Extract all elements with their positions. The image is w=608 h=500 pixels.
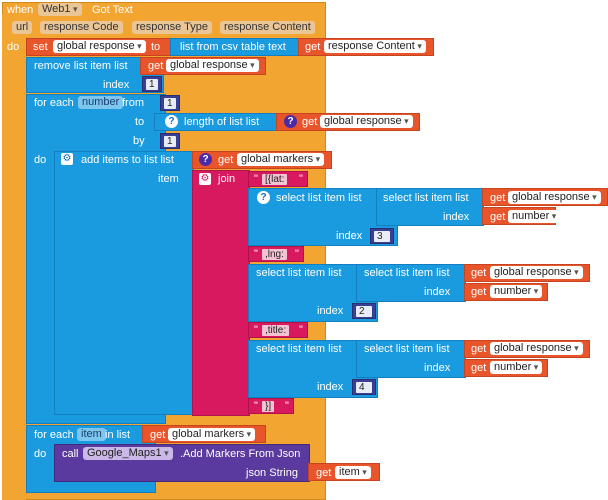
get-label: get xyxy=(471,362,487,374)
param-url[interactable]: url xyxy=(12,21,33,34)
get-label: get xyxy=(471,286,487,298)
index-number[interactable]: 2 xyxy=(352,303,376,319)
select-label: select list item list xyxy=(256,343,342,355)
loop-var[interactable]: number xyxy=(78,96,124,109)
select-label: select list item list xyxy=(364,267,450,279)
method-label: .Add Markers From Json xyxy=(180,448,301,460)
help-icon[interactable]: ? xyxy=(199,153,212,166)
index-number[interactable]: 4 xyxy=(352,379,376,395)
remove-label: remove list item list xyxy=(34,60,128,72)
set-var-dropdown[interactable]: global response xyxy=(53,40,146,53)
length-label: length of list list xyxy=(184,116,260,128)
select-list-item-inner-3[interactable] xyxy=(356,340,466,378)
get-label: get xyxy=(316,467,332,479)
index-label: index xyxy=(336,230,363,242)
do-label: do xyxy=(34,154,47,166)
param-response-type[interactable]: response Type xyxy=(132,21,212,34)
for-each-label: for each xyxy=(34,97,74,109)
get-var-dropdown[interactable]: number xyxy=(490,285,543,298)
get-var-dropdown[interactable]: number xyxy=(508,210,561,223)
index-label: index xyxy=(443,211,470,223)
get-label: get xyxy=(471,343,487,355)
index-number[interactable]: 3 xyxy=(370,228,394,244)
get-var-dropdown[interactable]: global response xyxy=(490,266,583,279)
to-label: to xyxy=(135,116,145,128)
help-icon[interactable]: ? xyxy=(165,115,178,128)
select-label: select list item list xyxy=(383,192,469,204)
get-label: get xyxy=(148,60,164,72)
get-var-dropdown[interactable]: global response xyxy=(490,342,583,355)
get-var-dropdown[interactable]: global markers xyxy=(168,428,256,441)
text-string-2[interactable]: " ,lng: " xyxy=(248,246,304,262)
component-dropdown[interactable]: Google_Maps1 xyxy=(83,447,173,460)
from-label: from xyxy=(122,97,144,109)
text-string-4[interactable]: "}] " xyxy=(248,398,294,414)
help-icon[interactable]: ? xyxy=(284,115,297,128)
get-label: get xyxy=(490,192,506,204)
join-label: join xyxy=(218,173,236,185)
do-label: do xyxy=(7,41,20,53)
get-var-dropdown[interactable]: global markers xyxy=(237,153,325,166)
get-var-dropdown[interactable]: response Content xyxy=(324,40,426,53)
get-var-dropdown[interactable]: item xyxy=(335,466,371,479)
component-dropdown[interactable]: Web1 xyxy=(38,3,82,16)
text-string-3[interactable]: " ,title: " xyxy=(248,322,308,338)
set-label: set xyxy=(33,41,48,53)
for-each-label: for each xyxy=(34,429,74,441)
loop-var[interactable]: item xyxy=(77,428,106,441)
index-label: index xyxy=(317,381,344,393)
help-icon[interactable]: ? xyxy=(257,191,270,204)
get-label: get xyxy=(490,211,506,223)
param-response-code[interactable]: response Code xyxy=(40,21,123,34)
item-label: item xyxy=(158,173,179,185)
by-number[interactable]: 1 xyxy=(160,133,180,149)
get-var-dropdown[interactable]: number xyxy=(490,361,543,374)
call-label: call xyxy=(62,448,79,460)
in-list-label: in list xyxy=(105,429,131,441)
get-var-dropdown[interactable]: global response xyxy=(166,59,259,72)
when-label: when xyxy=(7,4,34,16)
index-label: index xyxy=(103,79,130,91)
get-label: get xyxy=(218,154,234,166)
index-label: index xyxy=(424,362,451,374)
select-label: select list item list xyxy=(256,267,342,279)
select-list-item-inner-1[interactable] xyxy=(376,188,484,226)
param-response-content[interactable]: response Content xyxy=(220,21,315,34)
get-var-dropdown[interactable]: global response xyxy=(508,191,601,204)
index-number[interactable]: 1 xyxy=(142,76,162,92)
by-label: by xyxy=(133,135,145,147)
join-block[interactable] xyxy=(192,170,250,416)
get-label: get xyxy=(471,267,487,279)
do-label: do xyxy=(34,448,47,460)
event-name: Got Text xyxy=(92,4,133,16)
index-label: index xyxy=(424,286,451,298)
get-label: get xyxy=(302,116,318,128)
gear-icon[interactable]: ⚙ xyxy=(199,173,211,185)
text-string-1[interactable]: " [{lat: " xyxy=(248,171,308,187)
csv-label: list from csv table text xyxy=(180,41,286,53)
json-string-label: json String xyxy=(246,467,298,479)
gear-icon[interactable]: ⚙ xyxy=(61,153,73,165)
add-items-label: add items to list list xyxy=(81,154,174,166)
get-label: get xyxy=(150,429,166,441)
select-label: select list item list xyxy=(364,343,450,355)
index-label: index xyxy=(317,305,344,317)
from-number[interactable]: 1 xyxy=(160,95,180,111)
select-list-item-inner-2[interactable] xyxy=(356,264,466,302)
add-items-block[interactable] xyxy=(54,151,194,415)
select-label: select list item list xyxy=(276,192,362,204)
get-label: get xyxy=(305,41,321,53)
get-var-dropdown[interactable]: global response xyxy=(320,115,413,128)
to-label: to xyxy=(151,41,161,53)
